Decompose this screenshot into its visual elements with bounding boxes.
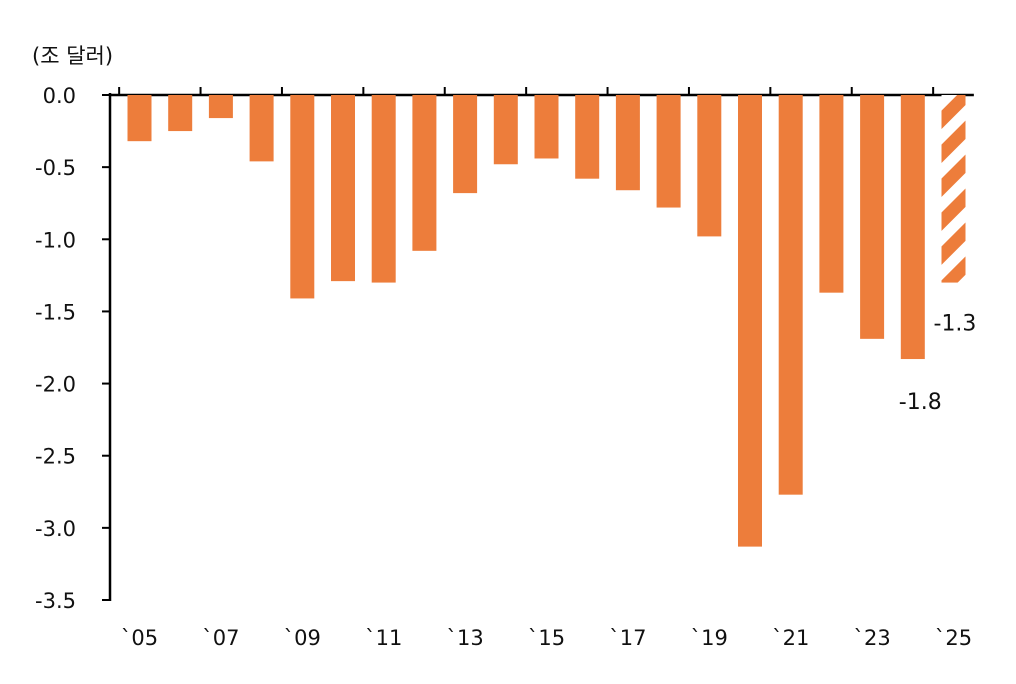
y-tick-label: -2.0 <box>35 373 76 397</box>
bar <box>656 95 681 208</box>
x-tick-label: `07 <box>202 626 239 650</box>
x-tick-label: `09 <box>284 626 321 650</box>
x-tick-label: `19 <box>691 626 728 650</box>
bar <box>819 95 844 293</box>
bar <box>534 95 559 159</box>
bar <box>615 95 640 191</box>
x-tick-label: `15 <box>528 626 565 650</box>
bars <box>127 95 966 547</box>
x-tick-label: `23 <box>853 626 890 650</box>
x-tick-label: `13 <box>446 626 483 650</box>
bar <box>371 95 396 283</box>
data-label: -1.3 <box>934 312 977 337</box>
y-tick-label: -0.5 <box>35 156 76 180</box>
bar <box>249 95 274 162</box>
bar <box>168 95 193 132</box>
bar <box>575 95 600 179</box>
y-tick-label: -1.5 <box>35 300 76 324</box>
y-tick-label: -3.5 <box>35 589 76 613</box>
data-label: -1.8 <box>899 390 942 415</box>
bar <box>412 95 437 251</box>
x-tick-label: `17 <box>609 626 646 650</box>
bar <box>860 95 885 339</box>
y-tick-label: -3.0 <box>35 517 76 541</box>
annotations: -1.8 -1.3 <box>899 312 977 415</box>
bar <box>697 95 722 237</box>
bar <box>493 95 518 165</box>
bar-projected <box>941 95 966 283</box>
y-tick-label: 0.0 <box>43 84 76 108</box>
bar <box>208 95 233 119</box>
bar <box>453 95 478 194</box>
y-axis: 0.0 -0.5 -1.0 -1.5 -2.0 -2.5 -3.0 -3.5 <box>35 84 112 613</box>
bar <box>778 95 803 495</box>
bar <box>738 95 762 547</box>
x-tick-label: `21 <box>772 626 809 650</box>
y-tick-label: -2.5 <box>35 445 76 469</box>
x-axis: `05 `07 `09 `11 `13 `15 `17 `19 `21 `23 `25 <box>110 87 974 650</box>
bar <box>290 95 315 299</box>
bar <box>127 95 152 142</box>
x-tick-label: `11 <box>365 626 402 650</box>
y-tick-label: -1.0 <box>35 228 76 252</box>
unit-label: (조 달러) <box>32 44 113 68</box>
x-tick-label: `25 <box>935 626 972 650</box>
bar <box>900 95 925 360</box>
bar <box>331 95 355 282</box>
x-tick-label: `05 <box>121 626 158 650</box>
